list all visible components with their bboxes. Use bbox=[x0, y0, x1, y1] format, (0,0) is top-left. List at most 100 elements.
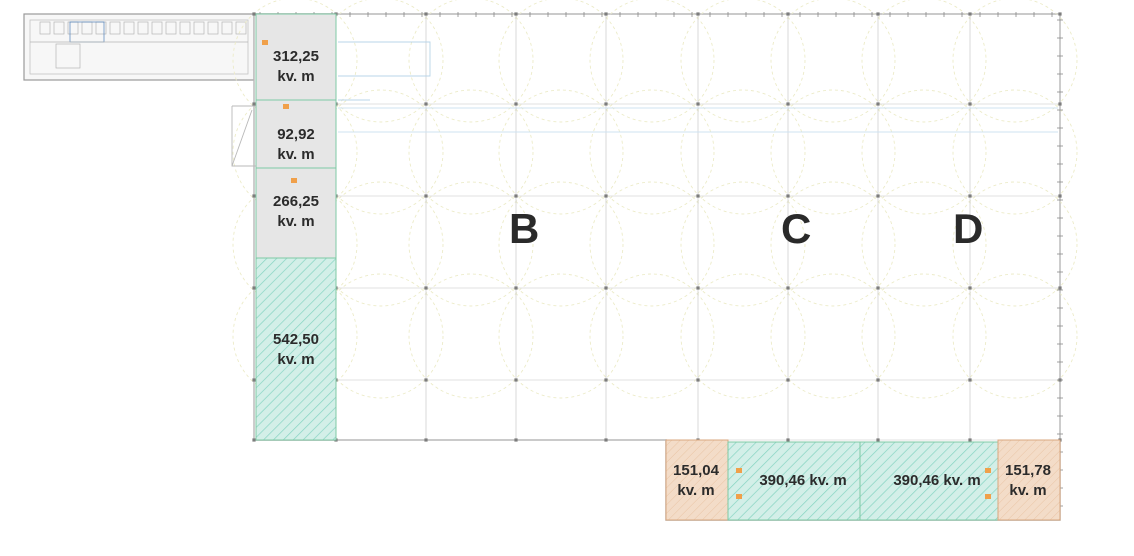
column-post bbox=[514, 12, 518, 16]
loading-ramp bbox=[231, 41, 431, 167]
door-markers bbox=[262, 40, 991, 499]
column-post bbox=[514, 438, 518, 442]
dashed-circle bbox=[861, 89, 987, 215]
column-post bbox=[424, 286, 428, 290]
wing-room bbox=[53, 21, 65, 35]
column-post bbox=[696, 12, 700, 16]
column-post bbox=[968, 438, 972, 442]
zones bbox=[255, 13, 1061, 521]
dashed-circle bbox=[770, 0, 896, 123]
dashed-circle bbox=[408, 0, 534, 123]
block-letter-b: B bbox=[509, 205, 540, 252]
dashed-circle bbox=[680, 0, 806, 123]
column-post bbox=[252, 102, 256, 106]
door-marker bbox=[985, 494, 991, 499]
dashed-circle bbox=[498, 89, 624, 215]
zone-bottom-left bbox=[665, 439, 729, 521]
column-post bbox=[514, 378, 518, 382]
column-post bbox=[786, 438, 790, 442]
wing-room bbox=[39, 21, 51, 35]
dashed-circle bbox=[770, 273, 896, 399]
dashed-circle bbox=[680, 89, 806, 215]
dashed-circle bbox=[498, 273, 624, 399]
zone-bottom-mid-2 bbox=[859, 441, 999, 521]
column-post bbox=[252, 378, 256, 382]
column-post bbox=[252, 194, 256, 198]
column-post bbox=[876, 378, 880, 382]
column-post bbox=[786, 378, 790, 382]
column-post bbox=[424, 378, 428, 382]
column-post bbox=[876, 286, 880, 290]
zone-office-middle bbox=[255, 99, 337, 169]
dashed-circle bbox=[680, 181, 806, 307]
dashed-circle bbox=[408, 89, 534, 215]
column-post bbox=[252, 12, 256, 16]
dashed-circle bbox=[680, 273, 806, 399]
column-post bbox=[604, 194, 608, 198]
wing-room bbox=[123, 21, 135, 35]
block-letter-d: D bbox=[953, 205, 984, 252]
column-post bbox=[604, 12, 608, 16]
door-marker bbox=[283, 104, 289, 109]
office-wing bbox=[23, 13, 255, 81]
column-post bbox=[968, 194, 972, 198]
column-post bbox=[1058, 286, 1062, 290]
column-post bbox=[424, 438, 428, 442]
column-post bbox=[786, 194, 790, 198]
door-marker bbox=[291, 178, 297, 183]
dashed-circle bbox=[770, 181, 896, 307]
column-post bbox=[696, 378, 700, 382]
dashed-circle bbox=[589, 0, 715, 123]
dashed-circle bbox=[589, 273, 715, 399]
column-post bbox=[696, 286, 700, 290]
column-post bbox=[696, 102, 700, 106]
column-post bbox=[968, 12, 972, 16]
column-post bbox=[424, 12, 428, 16]
column-post bbox=[968, 102, 972, 106]
wing-room bbox=[221, 21, 233, 35]
dashed-circle bbox=[498, 181, 624, 307]
dashed-circle bbox=[589, 181, 715, 307]
column-post bbox=[786, 102, 790, 106]
dashed-circle bbox=[952, 181, 1078, 307]
zone-bottom-right bbox=[997, 439, 1061, 521]
column-post bbox=[424, 194, 428, 198]
wing-room bbox=[109, 21, 121, 35]
door-marker bbox=[736, 494, 742, 499]
wing-room bbox=[235, 21, 247, 35]
wing-room bbox=[179, 21, 191, 35]
wing-room bbox=[193, 21, 205, 35]
wing-room bbox=[207, 21, 219, 35]
column-post bbox=[786, 286, 790, 290]
dashed-circle bbox=[770, 89, 896, 215]
zone-office-top bbox=[255, 13, 337, 101]
column-post bbox=[696, 194, 700, 198]
column-post bbox=[876, 438, 880, 442]
column-post bbox=[968, 286, 972, 290]
column-post bbox=[604, 438, 608, 442]
door-marker bbox=[262, 40, 268, 45]
column-post bbox=[514, 286, 518, 290]
column-post bbox=[604, 102, 608, 106]
block-letter-c: C bbox=[781, 205, 812, 252]
column-post bbox=[876, 194, 880, 198]
column-post bbox=[514, 194, 518, 198]
service-lines bbox=[338, 107, 1058, 133]
dashed-circle bbox=[861, 0, 987, 123]
dashed-circle bbox=[952, 0, 1078, 123]
column-post bbox=[252, 286, 256, 290]
dashed-circle bbox=[952, 273, 1078, 399]
dashed-circle bbox=[861, 273, 987, 399]
dashed-circle bbox=[952, 89, 1078, 215]
dashed-circle bbox=[589, 89, 715, 215]
column-post bbox=[876, 12, 880, 16]
wing-room bbox=[137, 21, 149, 35]
column-post bbox=[604, 286, 608, 290]
column-post bbox=[1058, 194, 1062, 198]
dashed-circle bbox=[408, 181, 534, 307]
dashed-circle bbox=[498, 0, 624, 123]
zone-bottom-mid-1 bbox=[727, 441, 861, 521]
dashed-circle bbox=[861, 181, 987, 307]
column-post bbox=[252, 438, 256, 442]
column-post bbox=[424, 102, 428, 106]
